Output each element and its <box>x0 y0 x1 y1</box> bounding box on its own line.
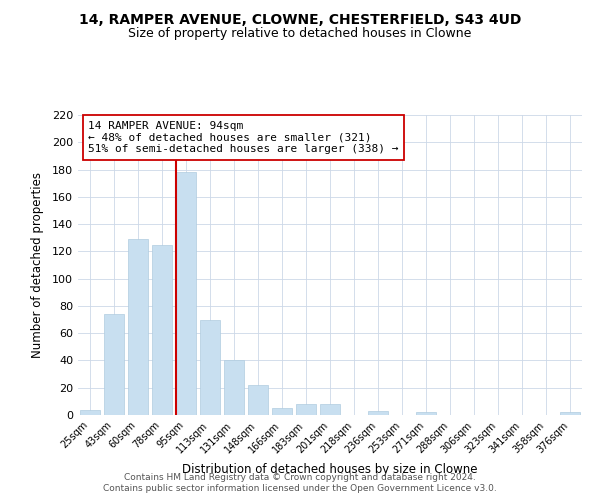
Text: 14, RAMPER AVENUE, CLOWNE, CHESTERFIELD, S43 4UD: 14, RAMPER AVENUE, CLOWNE, CHESTERFIELD,… <box>79 12 521 26</box>
Bar <box>560 412 580 415</box>
Bar <box>320 404 340 415</box>
Bar <box>296 404 316 415</box>
Bar <box>128 239 148 415</box>
Text: Contains HM Land Registry data © Crown copyright and database right 2024.: Contains HM Land Registry data © Crown c… <box>124 472 476 482</box>
Bar <box>200 320 220 415</box>
Bar <box>272 408 292 415</box>
Text: Contains public sector information licensed under the Open Government Licence v3: Contains public sector information licen… <box>103 484 497 493</box>
X-axis label: Distribution of detached houses by size in Clowne: Distribution of detached houses by size … <box>182 463 478 476</box>
Bar <box>176 172 196 415</box>
Bar <box>368 411 388 415</box>
Bar <box>80 410 100 415</box>
Bar <box>152 244 172 415</box>
Bar <box>104 314 124 415</box>
Text: 14 RAMPER AVENUE: 94sqm
← 48% of detached houses are smaller (321)
51% of semi-d: 14 RAMPER AVENUE: 94sqm ← 48% of detache… <box>88 121 398 154</box>
Bar <box>416 412 436 415</box>
Bar <box>248 385 268 415</box>
Y-axis label: Number of detached properties: Number of detached properties <box>31 172 44 358</box>
Bar <box>224 360 244 415</box>
Text: Size of property relative to detached houses in Clowne: Size of property relative to detached ho… <box>128 28 472 40</box>
